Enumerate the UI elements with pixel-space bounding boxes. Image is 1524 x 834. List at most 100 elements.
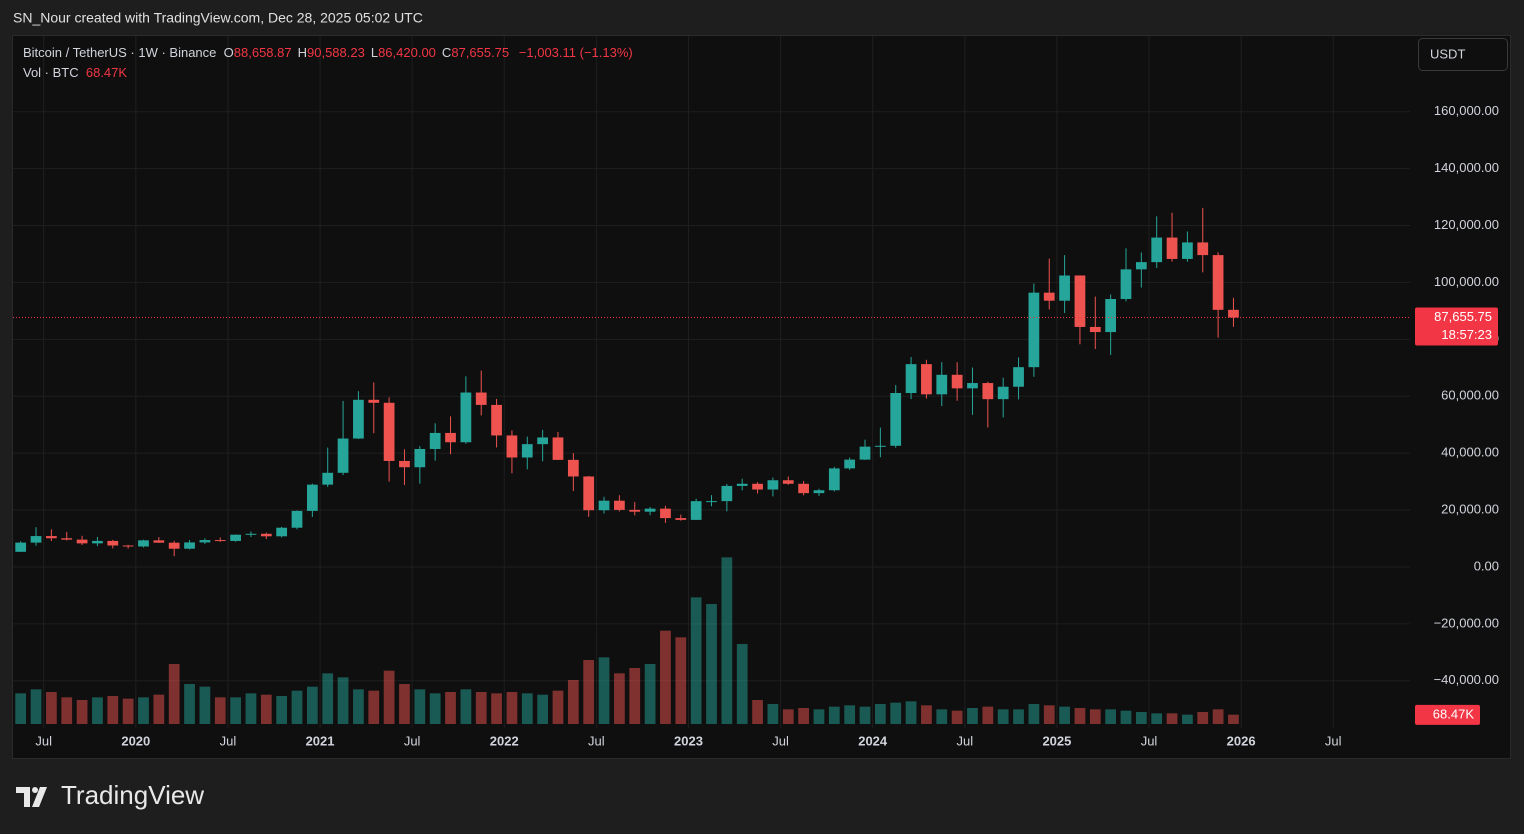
volume-bar: [460, 689, 472, 724]
x-tick-label: Jul: [588, 733, 605, 748]
candle-body: [828, 468, 840, 491]
candle-body: [322, 472, 334, 485]
volume-bar: [15, 693, 27, 724]
candle-body: [1059, 275, 1070, 301]
volume-bar: [399, 684, 410, 724]
x-tick-label: Jul: [35, 733, 52, 748]
candle-body: [291, 510, 303, 528]
candle-body: [475, 392, 487, 405]
volume-bar: [1105, 709, 1117, 724]
candle-body: [1089, 326, 1101, 333]
candle-body: [214, 540, 226, 542]
candle-body: [153, 540, 165, 543]
watermark: SN_Nour created with TradingView.com, De…: [13, 10, 423, 26]
volume-bar: [1197, 712, 1209, 724]
price-pane: [13, 207, 1410, 557]
volume-bar: [1043, 705, 1055, 724]
candle-body: [491, 404, 502, 436]
volume-bar: [92, 697, 103, 724]
candle-body: [1105, 298, 1117, 333]
candle-body: [782, 480, 794, 484]
volume-bar: [982, 706, 994, 724]
volume-bar: [122, 698, 134, 724]
ohlc-key: L: [370, 45, 379, 60]
ohlc-value: 87,655.75: [451, 45, 510, 60]
candle-body: [337, 438, 349, 473]
volume-bar: [629, 668, 641, 724]
volume-bar: [61, 697, 73, 724]
candle-body: [1228, 309, 1239, 318]
candle-body: [1197, 242, 1209, 256]
axes: −40,000.00 −20,000.00 0.00 20,000.00 40,000.…: [35, 103, 1499, 748]
volume-bar: [306, 686, 318, 724]
volume-bar: [368, 690, 380, 724]
volume-bar: [660, 630, 671, 724]
candle-body: [107, 540, 119, 546]
volume-bar: [214, 697, 226, 724]
y-tick-label: 160,000.00: [1434, 103, 1499, 118]
volume-bar: [276, 696, 288, 724]
volume-bar: [1135, 712, 1147, 724]
volume-bar: [813, 709, 825, 724]
volume-bar: [245, 693, 257, 724]
candle-body: [644, 508, 656, 512]
currency-button[interactable]: [1418, 38, 1508, 71]
x-tick-label: 2024: [858, 733, 888, 748]
volume-bar: [1089, 709, 1101, 724]
ohlc-key: O: [223, 45, 234, 60]
candle-body: [30, 536, 42, 543]
volume-bar: [675, 637, 687, 724]
x-tick-label: Jul: [956, 733, 973, 748]
y-tick-label: 60,000.00: [1441, 388, 1499, 403]
candle-body: [276, 527, 288, 537]
candle-body: [997, 386, 1009, 400]
y-tick-label: 0.00: [1474, 558, 1499, 573]
volume-bar: [721, 557, 733, 724]
volume-bar: [706, 604, 717, 724]
volume-bar: [138, 697, 149, 724]
ohlc-value: 88,658.87: [233, 45, 292, 60]
volume-bar: [260, 694, 272, 724]
candle-body: [813, 490, 825, 494]
volume-bar: [230, 697, 241, 724]
volume-bar: [445, 692, 456, 724]
candle-body: [982, 383, 994, 400]
candle-body: [583, 476, 595, 511]
countdown: 18:57:23: [1441, 327, 1492, 342]
x-tick-label: 2022: [490, 733, 519, 748]
volume-bar: [46, 692, 57, 724]
volume-bar: [1059, 706, 1070, 724]
candle-body: [874, 445, 886, 447]
x-tick-label: 2020: [121, 733, 150, 748]
legend: Bitcoin / TetherUS · 1W · Binance O88,65…: [23, 45, 633, 80]
candle-body: [967, 383, 978, 389]
currency-label[interactable]: USDT: [1430, 46, 1465, 61]
candle-body: [890, 393, 902, 446]
volume-bar: [782, 709, 794, 724]
chart-panel: [12, 35, 1511, 759]
candle-body: [353, 399, 364, 439]
x-tick-label: 2026: [1227, 733, 1256, 748]
x-tick-label: Jul: [1325, 733, 1342, 748]
volume-last-box: [1415, 704, 1480, 725]
volume-bar: [1166, 713, 1178, 724]
volume-bar: [30, 689, 42, 724]
candle-body: [414, 448, 426, 468]
candle-body: [368, 399, 380, 403]
ohlc-value: 90,588.23: [307, 45, 365, 60]
volume-bar: [967, 708, 978, 724]
volume-bar: [828, 706, 840, 724]
volume-bar: [859, 706, 871, 724]
candle-body: [15, 542, 27, 552]
volume-bar: [1120, 710, 1132, 724]
volume-bar: [690, 597, 702, 724]
candle-body: [1120, 269, 1132, 299]
volume-bar: [107, 696, 119, 724]
volume-bar: [936, 709, 948, 724]
volume-bar: [598, 657, 610, 724]
candle-body: [675, 518, 687, 520]
candle-body: [1135, 262, 1147, 270]
candle-body: [245, 533, 257, 535]
ohlc-row: Bitcoin / TetherUS · 1W · Binance O88,65…: [23, 45, 633, 60]
x-tick-label: 2025: [1042, 733, 1071, 748]
